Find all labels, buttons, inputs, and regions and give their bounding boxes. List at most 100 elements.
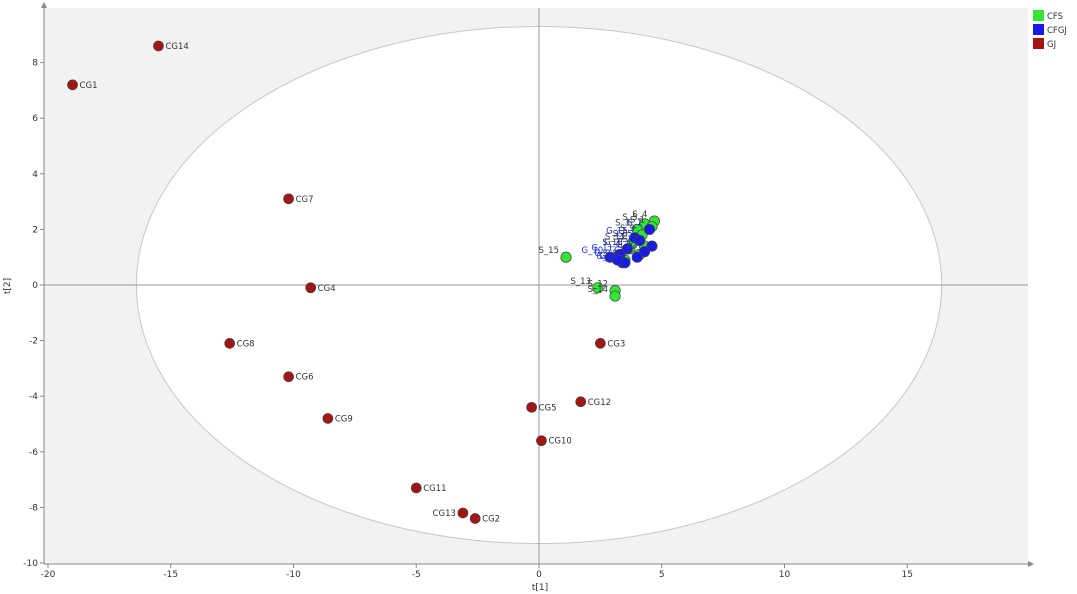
x-axis-arrow [1028,561,1034,567]
point-label-G_11: G_11 [591,243,613,253]
point-CG1 [67,79,78,91]
point-label-CG5: CG5 [539,403,557,413]
point-label-S_4: S_4 [632,210,647,220]
point-label-S_14: S_14 [588,285,608,295]
y-tick-label: 8 [32,59,38,69]
y-axis-arrow [41,2,47,8]
point-CG14 [153,40,164,52]
point-label-G_15: G_15 [606,227,628,237]
point-CG9 [322,413,334,424]
point-CG2 [469,513,481,524]
point-CG5 [526,401,537,413]
point-label-S_6: S_6 [613,230,628,240]
point-label-S_1: S_1 [630,216,645,226]
x-axis-title: t[1] [532,583,548,593]
point-label-CG7: CG7 [296,195,314,205]
x-tick-label: -10 [286,570,301,580]
x-tick-label: 0 [536,570,542,580]
point-G_12 [639,246,651,258]
legend-swatch-CFS [1033,10,1044,21]
x-tick-label: 5 [659,570,665,580]
point-G_5 [634,234,646,247]
legend: CFS CFGJ GJ [1033,10,1067,50]
y-tick-label: -2 [29,337,38,347]
y-tick-label: -10 [23,559,38,569]
x-tick-label: -20 [41,570,56,580]
point-label-G_5: G_5 [616,230,632,240]
x-tick-label: -5 [412,570,421,580]
point-label-G_9: G_9 [594,249,610,259]
point-label-S_8: S_8 [603,249,618,259]
point-label-CG6: CG6 [296,373,314,383]
point-G_1 [643,223,656,235]
point-label-S_9: S_9 [620,224,635,234]
y-tick-label: 2 [32,225,38,235]
point-labels: S_4S_5S_1S_3S_9S_6S_2S_10S_7S_8S_15S_13S… [80,42,648,525]
point-label-G_1: G_1 [626,218,642,228]
point-label-G_2: G_2 [629,235,645,245]
point-label-CG2: CG2 [482,515,500,525]
point-label-CG13: CG13 [433,509,456,519]
y-tick-label: -6 [29,448,38,458]
x-tick-label: 15 [902,570,913,580]
data-points [67,40,660,524]
point-CG4 [305,282,317,294]
y-tick-label: -8 [29,503,38,513]
point-CG10 [536,435,547,447]
legend-label-GJ: GJ [1047,40,1056,50]
point-label-CG8: CG8 [237,339,255,349]
y-axis: -10 -8 -6 -4 -2 0 2 4 6 8 [23,2,47,569]
legend-label-CFS: CFS [1047,12,1063,22]
point-CG8 [224,338,236,349]
y-axis-title: t[2] [3,278,13,294]
legend-swatch-GJ [1033,38,1044,49]
point-label-S_7: S_7 [618,243,633,253]
point-label-CG9: CG9 [335,414,353,424]
point-label-G_3: G_3 [604,238,620,248]
point-label-G_8: G_8 [599,252,615,262]
point-label-S_13: S_13 [570,277,590,287]
point-S_14 [609,290,621,302]
point-label-S_3: S_3 [615,218,630,228]
y-tick-label: 4 [32,170,38,180]
point-label-CG14: CG14 [165,42,188,52]
point-G_3 [621,243,633,255]
point-label-S_12: S_12 [588,280,608,290]
point-CG6 [283,371,294,383]
point-G_2 [646,240,658,252]
y-tick-label: 6 [32,114,38,124]
point-label-S_11: S_11 [605,232,625,242]
point-label-G_12: G_12 [616,241,638,251]
point-S_15 [560,251,572,263]
point-G_9 [612,254,624,266]
x-tick-label: 10 [779,570,791,580]
zero-lines [44,8,1028,564]
point-label-G_7: G_7 [614,246,630,256]
point-label-G_10: G_10 [582,246,604,256]
point-CG3 [595,338,606,349]
point-CG12 [575,396,587,408]
y-tick-label: 0 [32,281,38,291]
point-label-S_5: S_5 [623,213,638,223]
point-label-CG12: CG12 [588,398,611,408]
point-CG7 [283,193,294,205]
x-tick-label: -15 [163,570,178,580]
point-label-G_14: G_14 [596,252,618,262]
point-label-CG10: CG10 [548,437,571,447]
legend-swatch-CFGJ [1033,24,1044,35]
point-label-CG1: CG1 [80,81,98,91]
point-G_7 [631,251,643,263]
x-axis: -20 -15 -10 -5 0 5 10 15 [41,561,1034,580]
point-label-S_15: S_15 [539,246,559,256]
point-CG13 [457,507,469,519]
point-S_13 [592,282,604,294]
point-label-CG4: CG4 [318,284,336,294]
point-CG11 [410,482,422,494]
y-tick-label: -4 [29,392,38,402]
point-label-CG3: CG3 [607,339,625,349]
point-label-S_10: S_10 [602,238,622,248]
legend-label-CFGJ: CFGJ [1047,26,1067,36]
point-label-S_2: S_2 [623,235,638,245]
point-label-CG11: CG11 [423,484,446,494]
